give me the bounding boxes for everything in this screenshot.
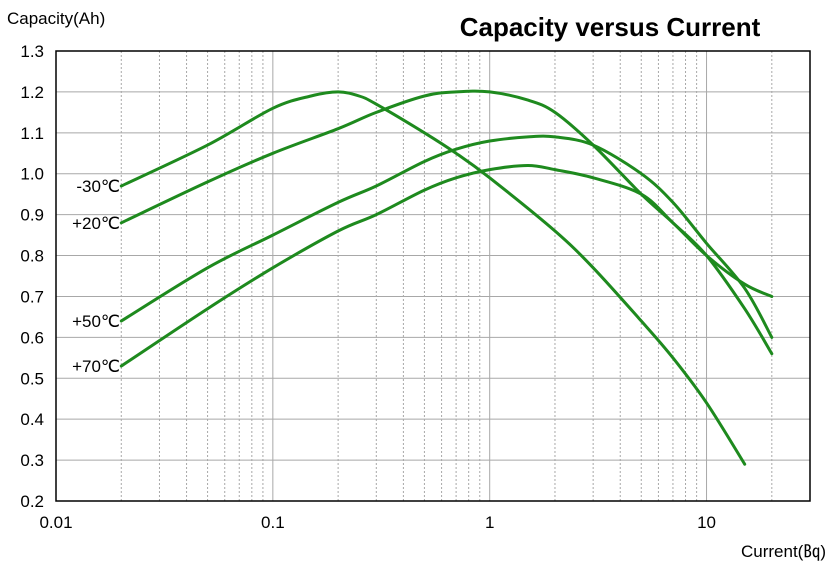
- y-tick-label: 0.9: [20, 206, 44, 225]
- y-axis-title: Capacity(Ah): [7, 9, 105, 28]
- y-tick-label: 1.1: [20, 124, 44, 143]
- series-label: -30℃: [76, 177, 120, 196]
- series-line: [119, 134, 774, 339]
- y-tick-label: 1.3: [20, 42, 44, 61]
- tick-labels: 0.2 0.3 0.4 0.5 0.6 0.7 0.8 0.9 1.0 1.1 1.2 1.3 0.01…: [20, 42, 716, 532]
- y-tick-label: 0.8: [20, 247, 44, 266]
- x-tick-label: 0.1: [261, 513, 285, 532]
- series-label: +70℃: [72, 357, 120, 376]
- y-tick-label: 0.6: [20, 328, 44, 347]
- series-label: +50℃: [72, 312, 120, 331]
- x-tick-label: 10: [697, 513, 716, 532]
- x-tick-label: 0.01: [39, 513, 72, 532]
- x-tick-label: 1: [485, 513, 494, 532]
- y-tick-label: 1.2: [20, 83, 44, 102]
- y-tick-label: 0.7: [20, 287, 44, 306]
- chart-title: Capacity versus Current: [460, 12, 761, 42]
- y-tick-label: 0.4: [20, 410, 44, 429]
- y-tick-label: 0.3: [20, 451, 44, 470]
- series-labels: -30℃ +20℃ +50℃ +70℃: [72, 177, 120, 376]
- plot-frame: [55, 50, 811, 502]
- y-tick-label: 0.5: [20, 369, 44, 388]
- series-label: +20℃: [72, 214, 120, 233]
- y-tick-label: 1.0: [20, 165, 44, 184]
- grid: [56, 50, 810, 502]
- series-lines: [119, 89, 774, 466]
- y-tick-label: 0.2: [20, 492, 44, 511]
- series-line: [119, 90, 747, 466]
- x-axis-title: Current(㏃): [741, 542, 826, 562]
- series-line: [119, 164, 774, 368]
